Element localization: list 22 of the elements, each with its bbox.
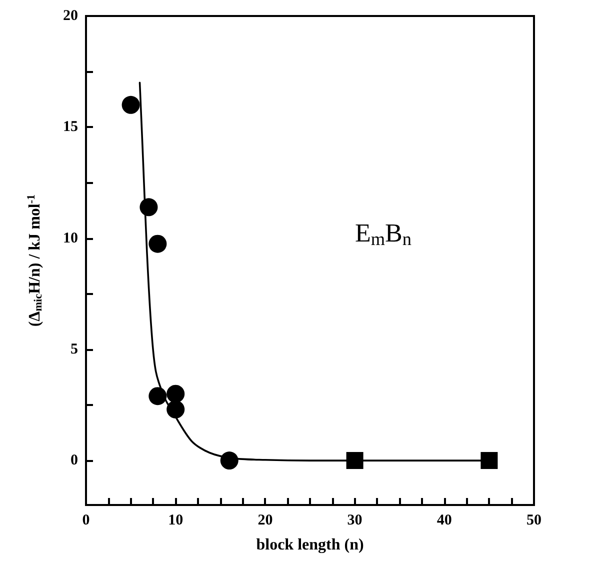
x-tick-label: 50	[526, 512, 542, 528]
y-tick-label: 15	[63, 119, 78, 136]
x-tick-label: 10	[168, 512, 184, 528]
y-axis-title: (ΔmicH/n) / kJ mol-1	[25, 194, 44, 327]
y-tick-label: 0	[70, 452, 78, 469]
point	[346, 452, 364, 470]
point	[140, 198, 158, 216]
x-tick-label: 0	[82, 512, 90, 528]
point	[480, 452, 498, 470]
x-tick-label: 30	[347, 512, 362, 528]
y-tick-label: 20	[63, 8, 78, 24]
point	[148, 387, 167, 406]
point	[220, 452, 238, 470]
point	[148, 234, 167, 253]
y-tick-label: 5	[70, 341, 78, 358]
point	[122, 96, 140, 114]
y-tick-label: 10	[63, 230, 78, 246]
point	[166, 384, 185, 403]
point	[166, 400, 185, 418]
x-tick-label: 20	[258, 512, 273, 528]
x-tick-label: 40	[436, 512, 452, 528]
x-axis-title: block length (n)	[256, 536, 364, 554]
